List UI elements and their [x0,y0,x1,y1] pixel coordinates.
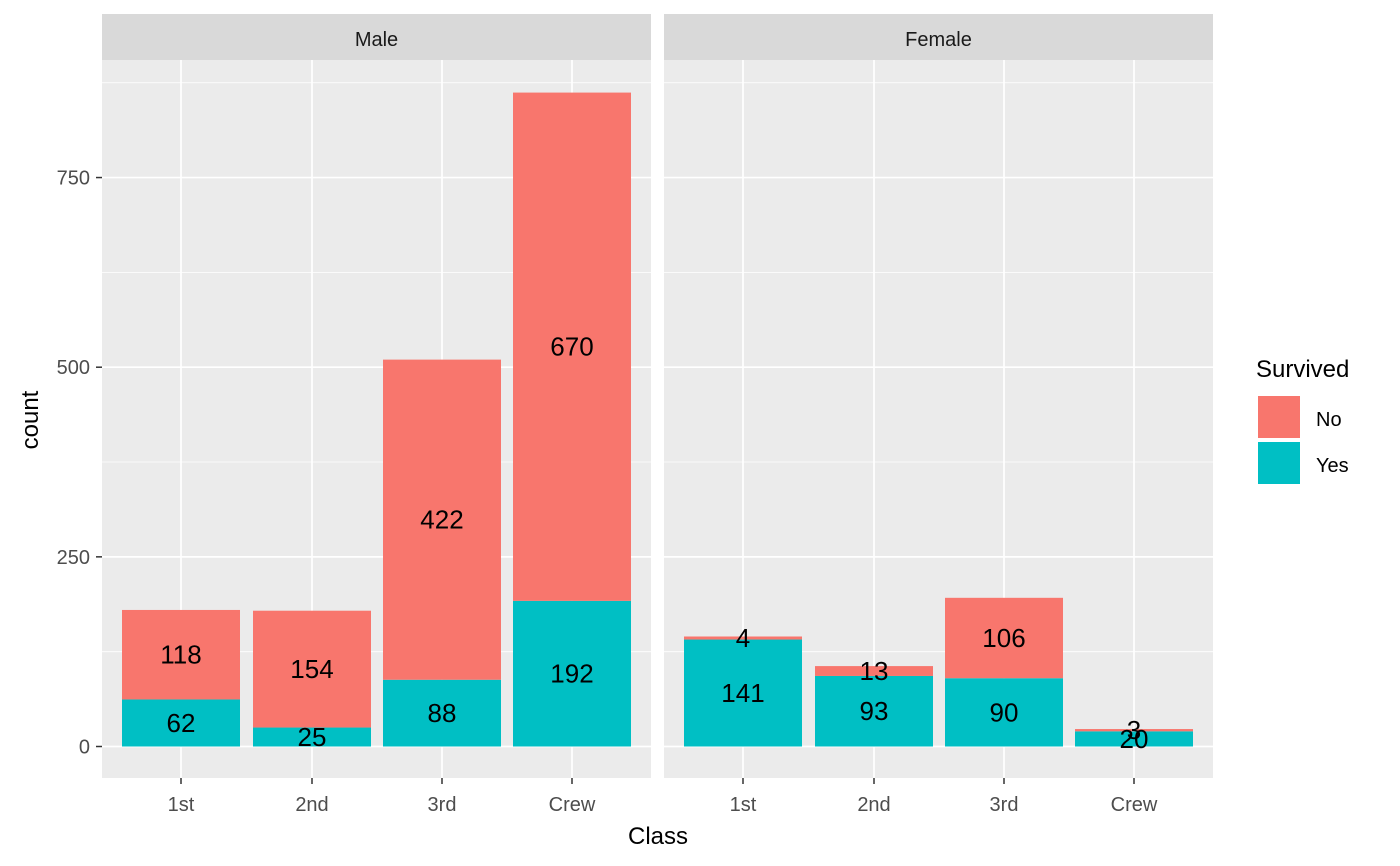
x-tick-label: 3rd [990,794,1019,816]
data-label-no: 3 [1127,715,1141,745]
data-label-yes: 62 [167,708,196,738]
bar-yes-female-crew [1075,731,1193,747]
data-label-no: 670 [550,332,593,362]
bar-no-female-2nd [815,666,933,676]
legend-title: Survived [1256,356,1349,383]
bar-yes-male-3rd [383,679,501,747]
bar-yes-female-2nd [815,675,933,747]
bar-no-male-1st [122,609,240,700]
facet-label-female: Female [905,29,972,51]
x-tick-label: Crew [1111,794,1158,816]
bar-yes-male-1st [122,699,240,747]
data-label-no: 118 [160,640,201,670]
chart-panels: Male 62 118 25 154 88 422 192 670 1st 2nd 3rd Crew Fe… [57,14,1213,816]
data-label-yes: 90 [990,697,1019,727]
data-label-no: 422 [420,505,463,535]
x-tick-label: 2nd [295,794,328,816]
data-label-yes: 192 [550,659,593,689]
legend-label-no: No [1316,409,1342,431]
y-tick-label: 0 [79,737,90,759]
bar-no-male-3rd [383,359,501,680]
bar-yes-male-2nd [253,727,371,747]
bar-no-female-1st [684,636,802,640]
x-tick-label: Crew [549,794,596,816]
data-label-yes: 88 [428,698,457,728]
x-tick-label: 3rd [428,794,457,816]
y-axis-title: count [17,390,44,449]
x-tick-label: 1st [168,794,195,816]
data-label-yes: 93 [860,696,889,726]
legend-label-yes: Yes [1316,455,1349,477]
x-tick-label: 1st [730,794,757,816]
bar-yes-female-3rd [945,678,1063,747]
data-label-no: 106 [982,623,1025,653]
bar-no-male-2nd [253,610,371,728]
y-tick-label: 750 [57,168,90,190]
legend: Survived No Yes [1256,356,1349,484]
data-label-yes: 25 [298,722,327,752]
bar-yes-female-1st [684,639,802,747]
facet-strip-male [102,14,651,60]
bar-no-male-crew [513,92,631,601]
data-label-yes: 20 [1120,724,1149,754]
legend-swatch-no [1258,396,1300,438]
bar-no-female-crew [1075,729,1193,732]
legend-swatch-yes [1258,442,1300,484]
y-tick-label: 250 [57,547,90,569]
data-label-no: 13 [860,656,889,686]
bar-no-female-3rd [945,597,1063,679]
x-tick-label: 2nd [857,794,890,816]
facet-label-male: Male [355,29,398,51]
facet-strip-female [664,14,1213,60]
data-label-no: 154 [290,654,333,684]
bar-yes-male-crew [513,600,631,747]
data-label-no: 4 [736,623,750,653]
data-label-yes: 141 [721,678,764,708]
x-axis-title: Class [628,823,688,850]
y-tick-label: 500 [57,357,90,379]
